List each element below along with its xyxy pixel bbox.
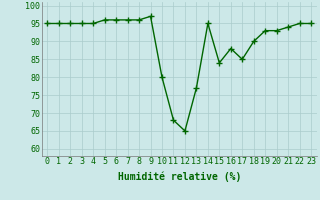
X-axis label: Humidité relative (%): Humidité relative (%) xyxy=(117,172,241,182)
